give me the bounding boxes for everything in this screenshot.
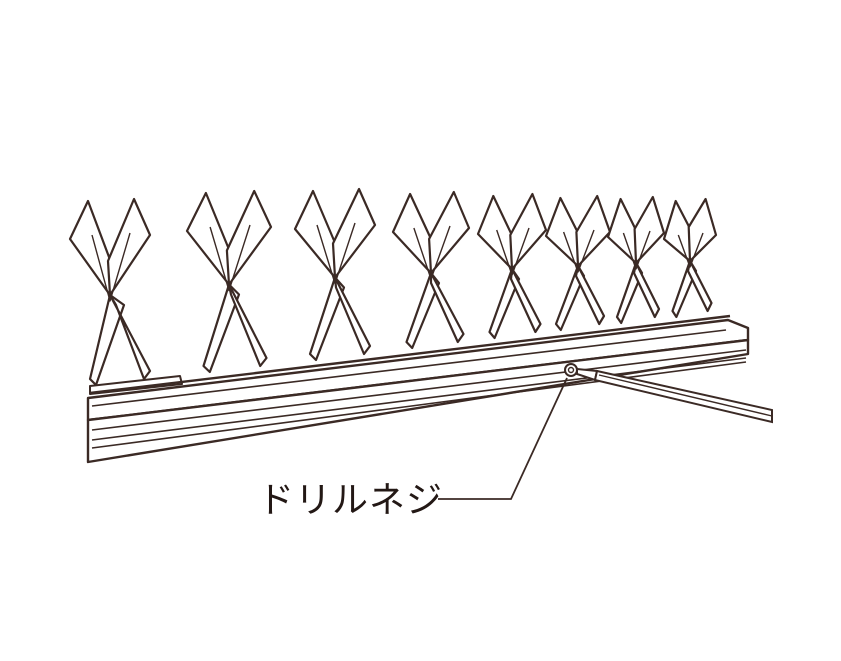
spike-blade [88, 293, 126, 387]
drill-screw-icon [564, 363, 578, 377]
spike-blade [632, 261, 661, 319]
spike-blade [308, 276, 346, 362]
spike-blade [509, 267, 542, 334]
spike-blade [428, 190, 471, 275]
spike-blade [574, 264, 606, 326]
callout-leader-line [438, 377, 568, 500]
spike-blade [662, 199, 693, 263]
spike-blade [544, 196, 581, 268]
spike-inner-edge [677, 232, 704, 268]
spike-blade [227, 283, 268, 368]
spike-blade [391, 192, 434, 275]
spike-blade [476, 194, 515, 271]
spike-blade [185, 191, 233, 286]
spike-blade [225, 189, 273, 286]
spike-blade [606, 197, 639, 265]
spike-blade [333, 276, 372, 356]
spike-blade [405, 271, 441, 350]
spike-strip [68, 187, 718, 387]
spike-blade [687, 197, 718, 263]
drill-screw-label: ドリルネジ [258, 480, 443, 521]
spike-inner-edge [622, 230, 651, 270]
spike-inner-edge [316, 222, 356, 285]
spike-blade [108, 293, 152, 381]
spike-inner-edge [91, 232, 131, 302]
spike-blade [429, 271, 465, 344]
screwdriver-icon [576, 367, 773, 424]
spike-inner-edge [562, 229, 595, 273]
spike-inner-edge [413, 225, 451, 280]
spike-inner-edge [496, 227, 530, 276]
spike-blade [633, 195, 666, 265]
spike-blade [106, 197, 152, 297]
spike-blade [293, 189, 339, 279]
spike-blade [331, 187, 377, 279]
spike-blade [202, 283, 241, 374]
spike-inner-edge [209, 224, 251, 292]
spike-blade [686, 259, 713, 313]
spike-blade [68, 199, 114, 297]
